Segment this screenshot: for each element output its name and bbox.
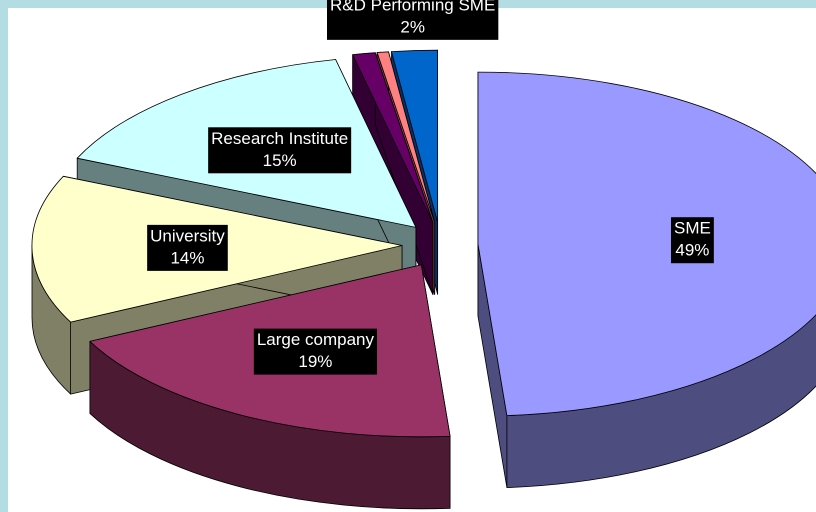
- slice-value-label: 15%: [263, 151, 297, 170]
- labels: SME 49% Large company 19% University 14% Resea…: [147, 0, 714, 375]
- slice-value-label: 19%: [298, 352, 332, 371]
- slice-value-label: 49%: [675, 241, 709, 260]
- slice-value-label: 14%: [170, 248, 204, 267]
- slice-label: Research Institute: [211, 129, 348, 148]
- slice: [376, 51, 436, 223]
- label-box: [147, 224, 228, 271]
- label-box: [670, 217, 714, 264]
- slice: [477, 71, 816, 416]
- slice-label: R&D Performing SME: [330, 0, 495, 14]
- slice-label: University: [150, 226, 225, 245]
- label-box: [326, 0, 499, 40]
- slice: [352, 52, 434, 223]
- slice-value-label: 2%: [400, 17, 425, 36]
- slice: [391, 49, 439, 223]
- label-box: [253, 328, 378, 375]
- pie: [31, 49, 816, 510]
- slice-label: Large company: [257, 330, 375, 349]
- label-box: [208, 127, 352, 174]
- slice-label: SME: [674, 219, 711, 238]
